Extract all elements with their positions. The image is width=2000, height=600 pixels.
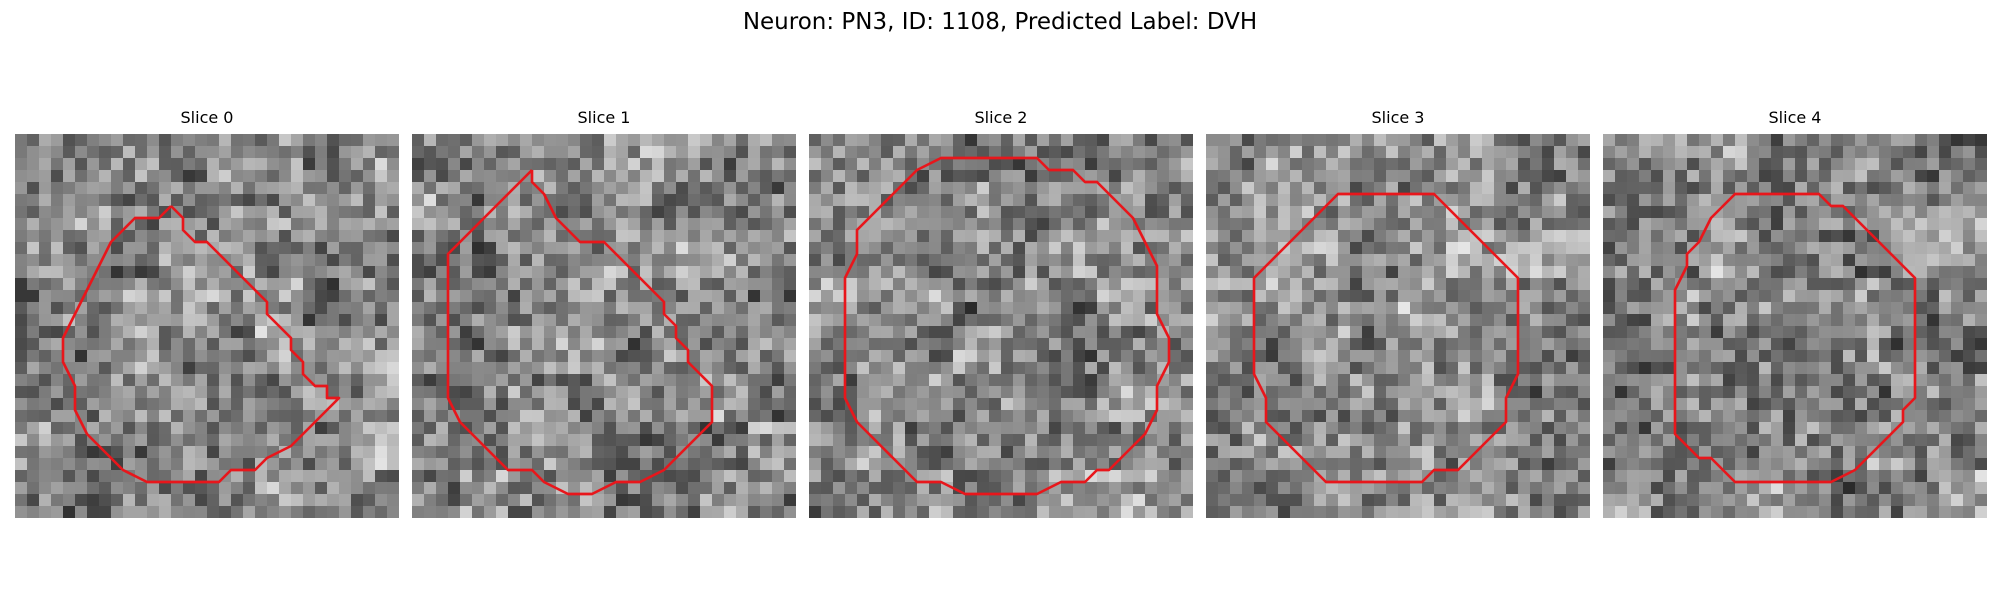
roi-contour — [61, 205, 341, 484]
panel-slice-1: Slice 1 — [412, 108, 796, 518]
roi-contour — [1252, 192, 1520, 484]
roi-contour — [446, 169, 714, 496]
panel-title: Slice 3 — [1371, 108, 1425, 127]
figure-title: Neuron: PN3, ID: 1108, Predicted Label: … — [742, 9, 1258, 35]
slice-image — [412, 134, 796, 518]
panel-title: Slice 2 — [974, 108, 1028, 127]
roi-contour — [843, 156, 1171, 496]
panel-title: Slice 0 — [180, 108, 234, 127]
panel-slice-4: Slice 4 — [1603, 108, 1987, 518]
panel-slice-2: Slice 2 — [809, 108, 1193, 518]
slice-image — [809, 134, 1193, 518]
panel-slice-0: Slice 0 — [15, 108, 399, 518]
roi-contour — [1673, 192, 1917, 484]
panel-slice-3: Slice 3 — [1206, 108, 1590, 518]
slice-image — [15, 134, 399, 518]
panel-title: Slice 1 — [577, 108, 631, 127]
panel-title: Slice 4 — [1768, 108, 1822, 127]
slice-image — [1206, 134, 1590, 518]
slice-image — [1603, 134, 1987, 518]
